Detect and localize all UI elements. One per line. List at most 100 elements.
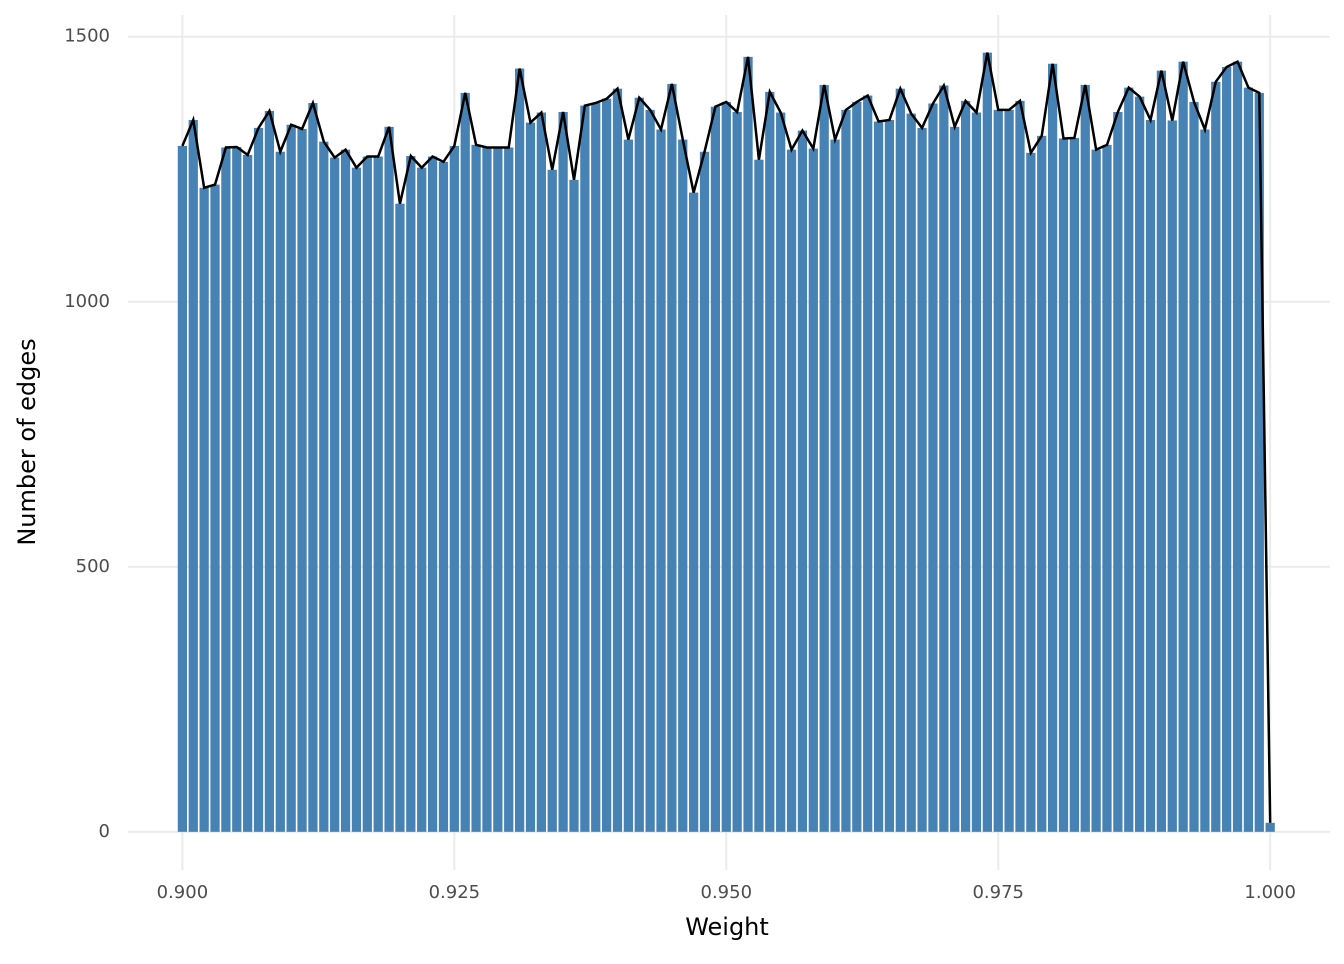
bar	[1200, 129, 1210, 832]
bar	[786, 149, 797, 832]
bar	[1156, 70, 1167, 832]
bar	[297, 128, 307, 832]
bar	[819, 84, 829, 832]
bar	[482, 147, 492, 832]
bar	[645, 109, 655, 832]
bar	[1091, 149, 1101, 832]
bar	[765, 91, 775, 832]
bar	[286, 124, 296, 832]
x-tick-label: 1.000	[1244, 882, 1296, 903]
bar	[308, 102, 318, 832]
bar	[558, 112, 568, 832]
bar	[525, 122, 536, 832]
trend-line	[181, 52, 1272, 823]
bar	[493, 147, 503, 832]
bar	[460, 92, 470, 832]
bar	[1254, 92, 1264, 832]
bar	[895, 88, 905, 832]
bar	[863, 95, 873, 832]
bar	[982, 52, 992, 832]
y-tick-label: 0	[99, 821, 110, 842]
bar	[351, 167, 362, 832]
bar	[699, 151, 710, 832]
bar	[362, 156, 372, 832]
bar	[1178, 61, 1188, 832]
bar	[1058, 138, 1069, 832]
bar	[1047, 63, 1058, 832]
bar	[656, 129, 666, 832]
bar	[1015, 100, 1025, 832]
y-tick-label: 1500	[64, 26, 110, 47]
bar	[1222, 66, 1232, 832]
bar	[580, 105, 590, 832]
bar	[243, 154, 253, 832]
bar	[449, 145, 459, 832]
bar	[1102, 144, 1112, 832]
bar	[776, 112, 786, 832]
bar	[754, 159, 764, 832]
bar	[569, 179, 579, 832]
bar	[852, 101, 862, 832]
bar	[1069, 137, 1079, 832]
bar	[743, 56, 753, 832]
bar	[253, 127, 264, 832]
bar	[1113, 112, 1123, 832]
bar	[199, 187, 209, 832]
bar	[808, 148, 818, 832]
bar	[177, 145, 188, 832]
bar	[602, 98, 612, 832]
bar	[1004, 109, 1014, 832]
bar	[797, 130, 808, 832]
bar	[928, 103, 938, 832]
bar	[275, 151, 285, 832]
bar	[721, 101, 731, 832]
bar	[906, 113, 916, 832]
bar	[188, 119, 198, 832]
bar	[993, 109, 1003, 832]
bar	[264, 110, 275, 832]
bar	[612, 88, 623, 832]
bar	[634, 97, 644, 832]
bar	[1026, 152, 1036, 832]
bar	[1243, 87, 1254, 832]
bar	[471, 144, 481, 832]
y-tick-label: 1000	[64, 291, 110, 312]
x-tick-label: 0.975	[972, 882, 1024, 903]
bar	[438, 161, 449, 832]
bar	[1080, 84, 1090, 832]
bar	[547, 169, 557, 832]
bar	[732, 112, 742, 832]
bar	[971, 112, 982, 832]
y-axis-title: Number of edges	[13, 338, 41, 545]
bar	[427, 156, 438, 832]
bar	[536, 112, 546, 832]
x-tick-label: 0.900	[157, 882, 209, 903]
bar	[373, 156, 383, 832]
bar	[1265, 822, 1275, 832]
bar	[939, 85, 949, 832]
bar	[340, 149, 351, 832]
bar	[417, 167, 427, 832]
bar	[395, 203, 405, 832]
bar	[406, 155, 416, 832]
bar	[210, 184, 220, 832]
bar	[710, 106, 721, 832]
bar	[667, 83, 677, 832]
bar	[917, 127, 927, 832]
bar	[1167, 120, 1177, 832]
bar	[384, 126, 394, 832]
bar	[1037, 135, 1047, 832]
bar	[1232, 61, 1243, 832]
bar	[330, 157, 340, 832]
bar	[873, 121, 884, 832]
bar	[830, 139, 840, 832]
bar	[1145, 119, 1156, 832]
bar	[221, 147, 231, 832]
bar	[504, 147, 514, 832]
bar	[319, 141, 329, 832]
bar	[623, 139, 634, 832]
x-tick-label: 0.925	[429, 882, 481, 903]
bar	[678, 139, 688, 832]
bar	[1135, 96, 1145, 832]
